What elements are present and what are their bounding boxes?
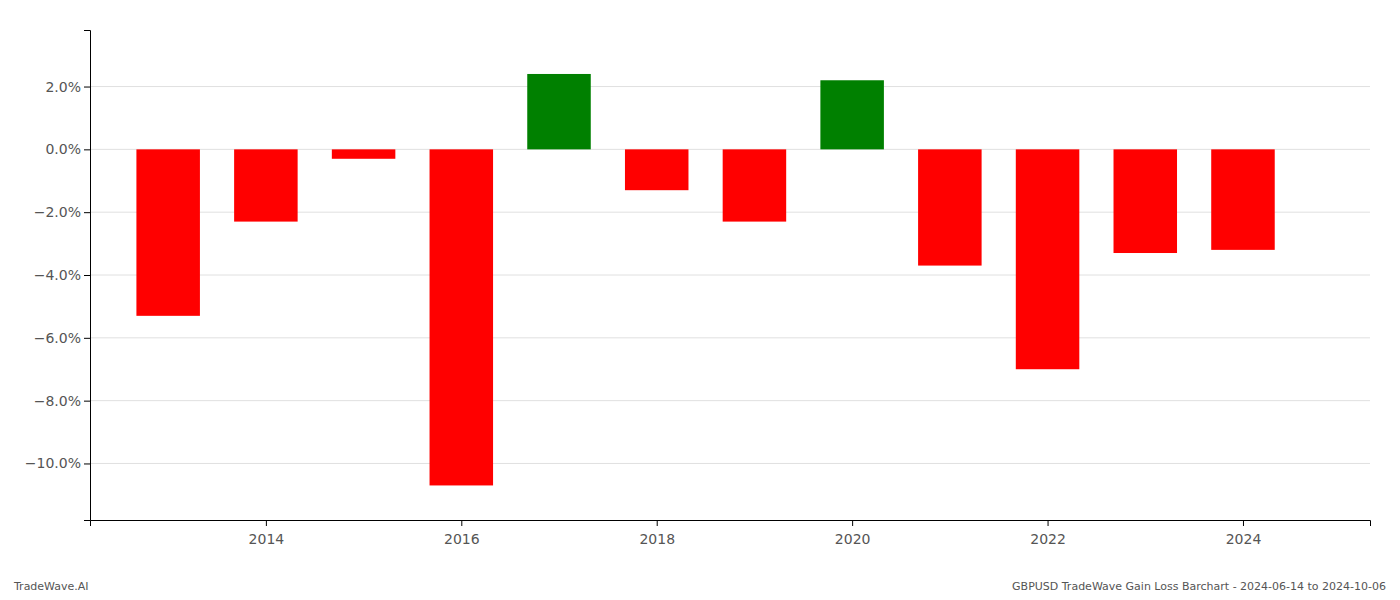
x-tick: 2022 (1030, 520, 1066, 547)
x-tick-label: 2022 (1030, 531, 1066, 547)
x-tick-mark (657, 520, 658, 526)
grid-line (90, 275, 1370, 276)
grid (90, 87, 1370, 464)
y-tick: −4.0% (34, 267, 90, 283)
x-tick: 2020 (835, 520, 871, 547)
x-tick-label: 2018 (639, 531, 675, 547)
bar (820, 80, 884, 149)
x-tick-mark (266, 520, 267, 526)
bar (1211, 149, 1275, 250)
grid-line (90, 400, 1370, 401)
bar (136, 149, 200, 315)
y-tick: −2.0% (34, 204, 90, 220)
y-tick-label: −4.0% (34, 267, 81, 283)
bar (723, 149, 787, 221)
x-tick: 2014 (249, 520, 285, 547)
y-tick: 0.0% (45, 141, 90, 157)
footer-right: GBPUSD TradeWave Gain Loss Barchart - 20… (1012, 580, 1386, 593)
y-tick-mark (84, 463, 90, 464)
y-tick: −10.0% (25, 455, 90, 471)
y-tick: −8.0% (34, 393, 90, 409)
plot: −10.0%−8.0%−6.0%−4.0%−2.0%0.0%2.0%201420… (25, 31, 1371, 547)
y-tick-mark (84, 212, 90, 213)
y-tick-label: −10.0% (25, 455, 81, 471)
x-axis: 2014 2016 2018 2020 2022 2024 (91, 520, 1371, 547)
y-tick-label: −8.0% (34, 393, 81, 409)
x-axis-line (91, 521, 1371, 527)
y-tick-label: −6.0% (34, 330, 81, 346)
bar (918, 149, 982, 265)
bar (625, 149, 689, 190)
y-tick-mark (84, 149, 90, 150)
x-tick-mark (1048, 520, 1049, 526)
bar (1016, 149, 1080, 369)
bar (527, 74, 591, 149)
x-tick-mark (852, 520, 853, 526)
x-tick-label: 2024 (1226, 531, 1262, 547)
x-tick-label: 2016 (444, 531, 480, 547)
x-tick-mark (1243, 520, 1244, 526)
y-tick-label: 0.0% (45, 141, 81, 157)
y-tick-label: 2.0% (45, 79, 81, 95)
y-axis-line (84, 31, 91, 521)
y-tick-mark (84, 401, 90, 402)
bar (430, 149, 494, 485)
y-tick-mark (84, 87, 90, 88)
bar (1114, 149, 1178, 253)
footer-left: TradeWave.AI (13, 580, 89, 593)
grid-line (90, 337, 1370, 338)
bars (136, 74, 1274, 485)
bar (234, 149, 298, 221)
y-tick: −6.0% (34, 330, 90, 346)
bar (332, 149, 396, 158)
y-tick: 2.0% (45, 79, 90, 95)
y-tick-mark (84, 275, 90, 276)
x-tick: 2016 (444, 520, 480, 547)
y-axis: −10.0% −8.0% −6.0% −4.0% −2.0% 0.0% 2.0% (25, 31, 91, 521)
y-tick-mark (84, 338, 90, 339)
x-tick: 2024 (1226, 520, 1262, 547)
x-tick-mark (461, 520, 462, 526)
chart: −10.0%−8.0%−6.0%−4.0%−2.0%0.0%2.0%201420… (0, 0, 1400, 600)
x-tick-label: 2020 (835, 531, 871, 547)
x-tick: 2018 (639, 520, 675, 547)
grid-line (90, 463, 1370, 464)
y-tick-label: −2.0% (34, 204, 81, 220)
grid-line (90, 86, 1370, 87)
x-tick-label: 2014 (249, 531, 285, 547)
